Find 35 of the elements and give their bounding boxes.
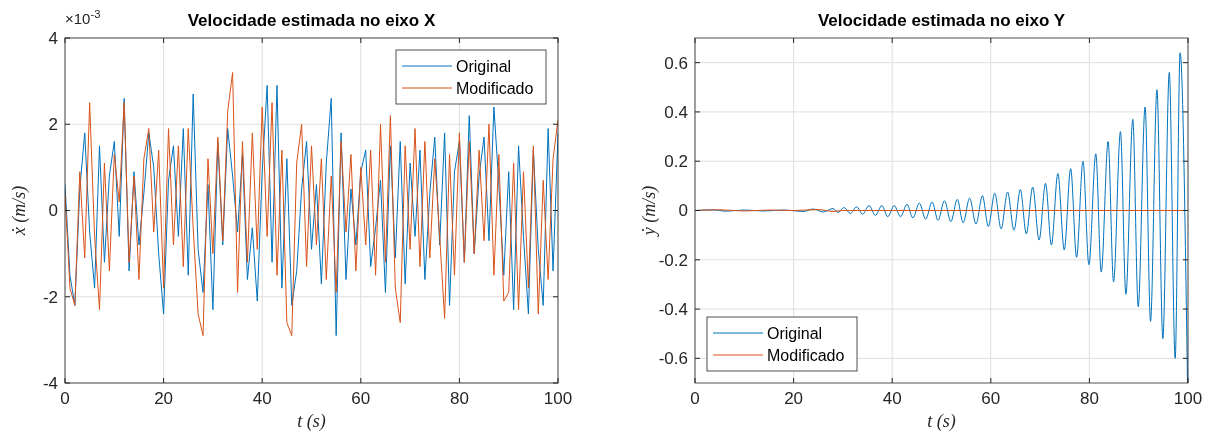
y-tick-label: 4 — [48, 28, 58, 48]
y-tick-label: 0 — [678, 201, 688, 221]
y-tick-label: -0.2 — [658, 250, 688, 270]
y-tick-label: 0.4 — [664, 102, 688, 122]
chart-title: Velocidade estimada no eixo Y — [817, 11, 1066, 30]
x-tick-label: 100 — [1173, 389, 1203, 408]
x-tick-label: 80 — [449, 389, 469, 408]
y-tick-label: 0 — [48, 201, 58, 221]
x-axis-title: t (s) — [297, 411, 326, 432]
text: ×10$^{-3}$ — [65, 8, 101, 27]
legend-label: Original — [456, 57, 512, 75]
y-axis-title: ẏ (m/s) — [639, 185, 660, 238]
y-tick-label: -4 — [42, 373, 58, 393]
x-tick-label: 60 — [981, 389, 1001, 408]
legend-label: Original — [767, 324, 823, 342]
x-tick-label: 20 — [784, 389, 804, 408]
y-tick-label: -2 — [42, 287, 58, 307]
y-tick-label: 0.6 — [664, 53, 688, 73]
x-axis-title: t (s) — [927, 411, 956, 432]
legend-label: Modificado — [767, 346, 845, 364]
y-tick-label: 2 — [48, 115, 58, 135]
y-tick-label: 0.2 — [664, 152, 688, 172]
x-tick-label: 80 — [1079, 389, 1099, 408]
x-tick-label: 0 — [690, 389, 700, 408]
x-tick-label: 40 — [252, 389, 272, 408]
chart-title: Velocidade estimada no eixo X — [187, 11, 436, 30]
y-tick-label: -0.6 — [658, 349, 688, 369]
x-tick-label: 60 — [351, 389, 371, 408]
x-tick-label: 0 — [60, 389, 70, 408]
x-tick-label: 100 — [543, 389, 573, 408]
y-tick-label: -0.4 — [658, 300, 688, 320]
x-tick-label: 40 — [882, 389, 902, 408]
legend-label: Modificado — [456, 79, 534, 97]
x-tick-label: 20 — [154, 389, 174, 408]
y-axis-title: ẋ (m/s) — [9, 185, 30, 237]
